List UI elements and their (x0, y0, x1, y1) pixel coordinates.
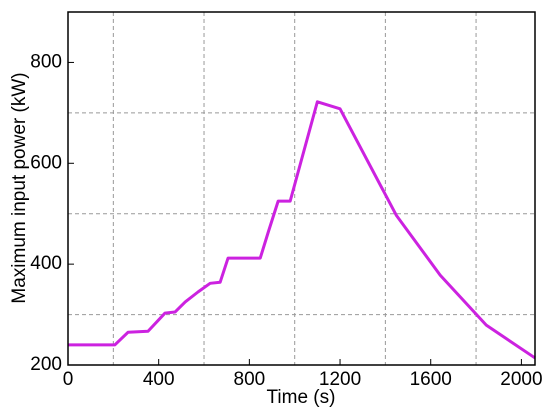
plot-frame (67, 11, 536, 366)
y-tick-label: 800 (30, 51, 62, 72)
x-tick-label: 2000 (500, 369, 542, 390)
x-tick-label: 800 (234, 369, 266, 390)
y-tick-label: 400 (30, 253, 62, 274)
x-axis-label: Time (s) (267, 387, 336, 408)
x-tick-label: 400 (143, 369, 175, 390)
x-tick-label: 1200 (319, 369, 361, 390)
y-tick-label: 600 (30, 152, 62, 173)
data-line (68, 100, 536, 360)
y-axis-label: Maximum input power (kW) (9, 72, 30, 303)
y-tick-label: 200 (30, 354, 62, 375)
x-tick-label: 1600 (410, 369, 452, 390)
x-tick-label: 0 (63, 369, 74, 390)
